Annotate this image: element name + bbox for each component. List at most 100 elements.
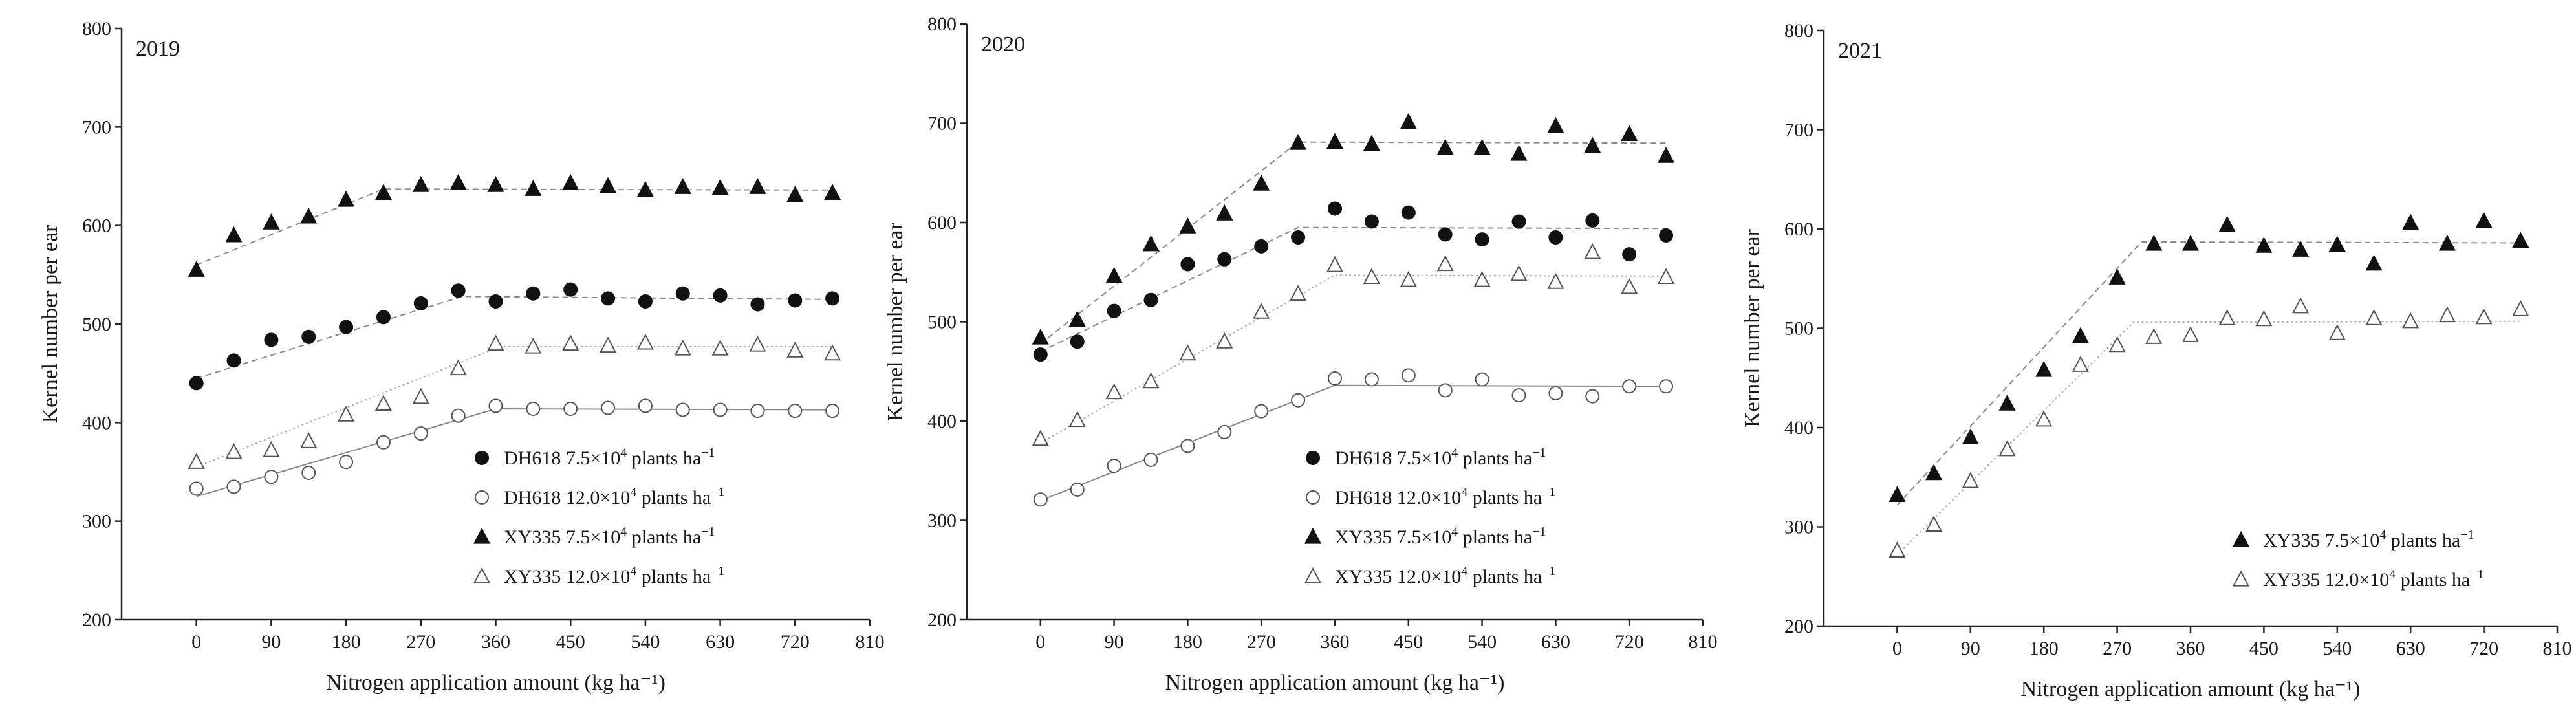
data-point — [1511, 214, 1526, 229]
data-point — [225, 442, 243, 459]
data-point — [487, 176, 504, 192]
data-point — [1254, 239, 1269, 254]
data-point — [563, 402, 578, 417]
data-point — [1547, 116, 1564, 133]
y-tick-label: 800 — [82, 18, 111, 39]
x-tick-label: 0 — [191, 631, 201, 653]
y-tick-label: 700 — [82, 116, 111, 138]
fit-line — [196, 188, 833, 266]
legend-marker — [1306, 451, 1320, 465]
legend-label: DH618 12.0×104 plants ha−1 — [504, 485, 725, 508]
legend-label-part: plants ha — [636, 566, 711, 587]
y-tick-label: 300 — [1784, 517, 1813, 538]
data-point — [1179, 217, 1196, 234]
data-point — [1659, 379, 1674, 394]
data-point — [1548, 230, 1563, 245]
y-tick-label: 600 — [1784, 219, 1813, 240]
legend-label-part: −1 — [711, 564, 724, 578]
legend-label-part: −1 — [701, 525, 715, 539]
data-point — [1401, 368, 1416, 383]
y-tick-label: 500 — [82, 314, 111, 335]
legend-label-part: 4 — [1461, 485, 1467, 499]
data-point — [413, 426, 428, 441]
data-point — [374, 395, 393, 411]
legend-label-part: 4 — [630, 485, 636, 499]
data-point — [2255, 310, 2273, 327]
data-point — [1326, 133, 1344, 149]
data-point — [1401, 205, 1416, 220]
x-tick-label: 810 — [1689, 631, 1718, 653]
x-tick-label: 180 — [2029, 638, 2059, 659]
data-point — [1658, 268, 1675, 285]
data-point — [1510, 265, 1528, 281]
data-point — [376, 310, 391, 325]
y-tick-label: 300 — [82, 511, 111, 532]
data-point — [1473, 138, 1491, 155]
y-axis-title: Kernel number per ear — [883, 222, 907, 420]
y-tick-label: 800 — [1784, 20, 1813, 41]
legend-marker — [2232, 570, 2250, 587]
data-point — [1622, 379, 1637, 394]
legend-marker — [2232, 530, 2250, 547]
x-tick-label: 0 — [1035, 631, 1045, 653]
data-point — [449, 359, 467, 376]
legend-label-part: 4 — [1451, 446, 1458, 460]
legend-label: XY335 7.5×104 plants ha−1 — [2263, 528, 2474, 551]
data-point — [1510, 144, 1528, 161]
data-point — [1070, 482, 1085, 497]
data-point — [562, 334, 579, 351]
data-point — [1326, 256, 1344, 272]
data-point — [1436, 255, 1454, 272]
data-point — [1364, 372, 1379, 387]
data-point — [1068, 310, 1086, 327]
legend-label-part: DH618 — [504, 487, 566, 508]
data-point — [601, 400, 616, 415]
data-point — [2475, 308, 2493, 325]
panel-year-label: 2021 — [1838, 39, 1882, 63]
data-point — [1962, 472, 1979, 488]
data-point — [749, 335, 766, 352]
data-point — [2035, 410, 2053, 427]
x-tick-label: 720 — [1615, 631, 1644, 653]
data-point — [1217, 252, 1232, 267]
legend-label-part: −1 — [1542, 485, 1555, 499]
data-point — [1658, 147, 1675, 163]
legend-label-part: DH618 — [1335, 448, 1397, 469]
data-point — [263, 441, 280, 457]
data-point — [301, 466, 316, 481]
x-tick-label: 540 — [631, 631, 660, 653]
data-point — [2072, 327, 2089, 343]
data-point — [1925, 516, 1943, 532]
data-point — [1328, 371, 1342, 386]
data-point — [487, 334, 504, 351]
data-point — [2035, 360, 2053, 377]
legend-label-part: 7.5×10 — [1397, 527, 1451, 548]
data-point — [2328, 324, 2346, 340]
legend-label-part: 4 — [2379, 528, 2386, 542]
panel-2019: 200 300 400 500 600 700 800 0 90 180 270 360 450 540 6… — [38, 18, 885, 695]
data-point — [1925, 464, 1943, 481]
legend-label-part: 4 — [620, 446, 627, 460]
data-point — [1363, 135, 1380, 151]
data-point — [1400, 270, 1417, 287]
data-point — [1473, 270, 1491, 287]
data-point — [713, 288, 728, 303]
y-axis-title: Kernel number per ear — [38, 224, 62, 423]
data-point — [226, 479, 241, 494]
x-axis-title: Nitrogen application amount (kg ha⁻¹) — [2021, 677, 2361, 701]
data-point — [189, 481, 204, 496]
legend-label-part: 12.0×10 — [566, 566, 630, 587]
data-point — [1291, 230, 1306, 245]
x-tick-label: 720 — [2469, 638, 2498, 659]
data-point — [300, 432, 318, 448]
y-tick-label: 300 — [927, 510, 957, 532]
data-point — [2328, 235, 2346, 252]
data-point — [1584, 243, 1601, 259]
data-point — [2402, 213, 2419, 230]
legend-label-part: XY335 — [2263, 569, 2325, 591]
fit-line — [1896, 320, 2521, 556]
data-point — [1889, 486, 1906, 502]
data-point — [2438, 234, 2456, 251]
legend-label-part: plants ha — [627, 448, 701, 469]
